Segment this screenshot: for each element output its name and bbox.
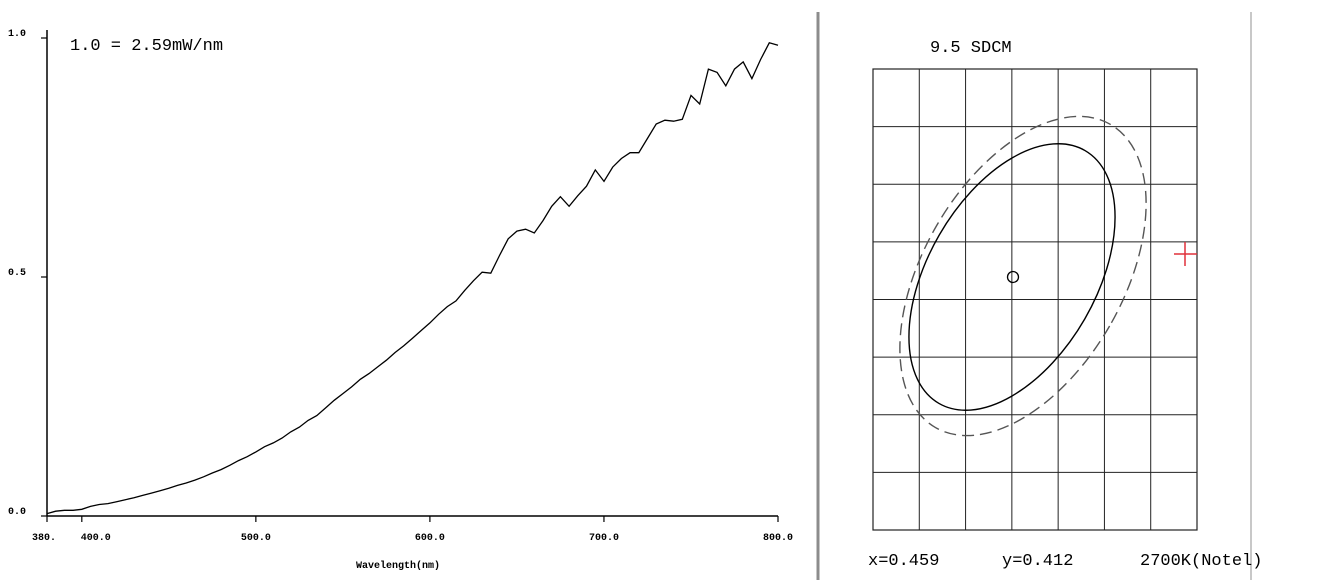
x-tick-label: 800.0 xyxy=(763,533,793,544)
x-tick-label: 600.0 xyxy=(415,533,445,544)
sdcm-ellipse xyxy=(908,143,1116,411)
x-tick-label: 380. xyxy=(32,533,56,544)
y-tick-group: 0.0 0.5 1.0 xyxy=(8,29,47,518)
spectrum-line xyxy=(46,42,779,515)
sdcm-dashed-ellipse xyxy=(899,115,1147,437)
chroma-grid xyxy=(872,68,1198,531)
y-tick-label: 1.0 xyxy=(8,29,26,40)
readout-x: x=0.459 xyxy=(868,552,939,571)
x-tick-label: 500.0 xyxy=(241,533,271,544)
spectrum-panel: 1.0 = 2.59mW/nm 0.0 0.5 1.0 380. 400.0 500.0… xyxy=(8,29,793,572)
chroma-panel: 9.5 SDCM x=0.459 y=0.412 2700K(Notel) xyxy=(868,39,1262,571)
y-tick-label: 0.5 xyxy=(8,268,26,279)
scale-note: 1.0 = 2.59mW/nm xyxy=(70,37,223,56)
x-axis-label: Wavelength(nm) xyxy=(356,560,440,572)
readout-y: y=0.412 xyxy=(1002,552,1073,571)
y-tick-label: 0.0 xyxy=(8,507,26,518)
readout-cct: 2700K(Notel) xyxy=(1140,552,1262,571)
x-tick-group: 380. 400.0 500.0 600.0 700.0 800.0 xyxy=(32,516,793,544)
measured-point-marker xyxy=(1006,270,1020,284)
target-cross-marker xyxy=(1174,242,1197,266)
x-tick-label: 700.0 xyxy=(589,533,619,544)
x-tick-label: 400.0 xyxy=(81,533,111,544)
chroma-title: 9.5 SDCM xyxy=(930,39,1012,58)
